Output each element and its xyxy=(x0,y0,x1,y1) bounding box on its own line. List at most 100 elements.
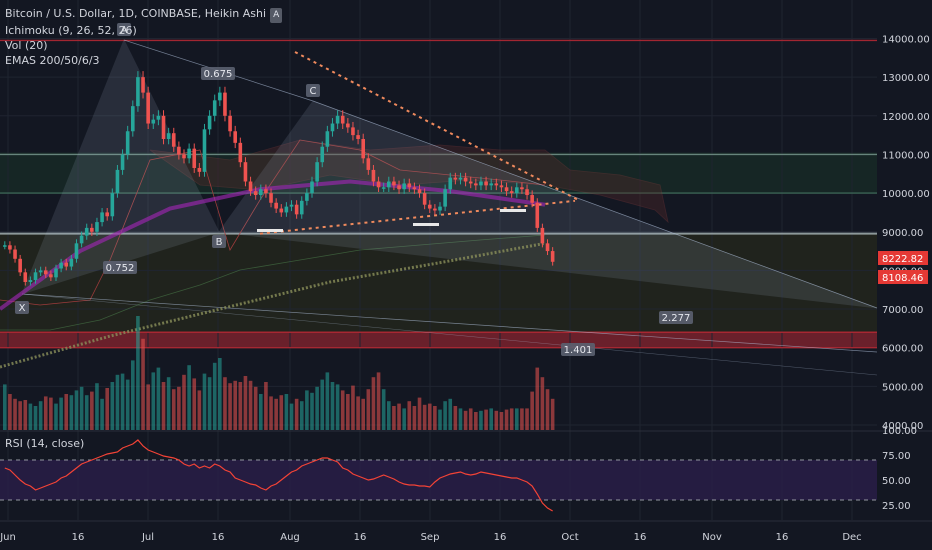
candle-body xyxy=(95,222,99,232)
price-tag-1: 8108.46 xyxy=(882,273,923,284)
volume-bar xyxy=(417,397,422,430)
candle-body xyxy=(310,181,314,194)
candle-body xyxy=(474,183,478,186)
volume-bar xyxy=(146,384,150,430)
zone-green xyxy=(0,152,877,194)
candle-body xyxy=(535,202,540,228)
candle-body xyxy=(141,77,145,93)
ratio-2277-label-text: 2.277 xyxy=(662,313,691,324)
marker-bar-2 xyxy=(500,209,526,212)
candle-body xyxy=(238,142,243,163)
legend-line-ichimoku[interactable]: Ichimoku (9, 26, 52, 26) xyxy=(5,24,137,37)
harmonic-xd2 xyxy=(21,293,878,376)
ratio-0675-label: 0.675 xyxy=(201,67,235,80)
volume-bar xyxy=(438,409,442,430)
rsi-title[interactable]: RSI (14, close) xyxy=(5,437,85,450)
volume-bar xyxy=(422,404,427,430)
candle-body xyxy=(540,227,545,244)
point-a-label: A xyxy=(117,23,131,36)
point-c-label-bg xyxy=(306,84,320,97)
trendline-upper xyxy=(294,51,581,202)
candle-body xyxy=(346,123,350,128)
volume-bar xyxy=(161,382,166,430)
volume-bar xyxy=(264,382,268,430)
volume-bar xyxy=(346,394,350,430)
price-axis-label: 11000.00 xyxy=(882,150,930,161)
ratio-1401-label: 1.401 xyxy=(561,343,595,356)
volume-bar xyxy=(156,367,161,430)
candle-body xyxy=(253,191,258,196)
candle-body xyxy=(18,258,22,273)
volume-bar xyxy=(320,379,325,430)
candle-body xyxy=(494,183,499,186)
price-axis-label: 9000.00 xyxy=(882,228,923,239)
legend-line-emas[interactable]: EMAS 200/50/6/3 xyxy=(5,54,100,67)
ratio-0752-label-bg xyxy=(103,261,137,274)
volume-bar xyxy=(74,390,79,430)
point-c-label-text: C xyxy=(310,86,317,97)
volume-bar xyxy=(356,396,360,430)
volume-bar xyxy=(340,390,345,430)
volume-bar xyxy=(279,395,284,430)
volume-bar xyxy=(371,377,376,430)
time-axis-label: 16 xyxy=(354,532,367,543)
volume-bar xyxy=(141,338,145,430)
candle-body xyxy=(545,243,550,252)
time-axis-label: Jul xyxy=(141,532,154,543)
candle-body xyxy=(69,258,74,267)
candle-body xyxy=(453,177,458,180)
volume-bar xyxy=(223,377,227,430)
rsi-band xyxy=(0,460,877,500)
candle-body xyxy=(279,208,284,213)
candle-body xyxy=(443,189,447,207)
volume-bar xyxy=(289,403,294,430)
ratio-1401-label-bg xyxy=(561,343,595,356)
volume-bar xyxy=(218,358,222,430)
ratio-2277-label-bg xyxy=(659,311,693,324)
candle-body xyxy=(325,131,330,147)
point-x-label-bg xyxy=(15,301,29,314)
volume-bar xyxy=(115,374,120,430)
candle-body xyxy=(525,189,529,196)
candle-body xyxy=(218,92,222,101)
time-axis-label: Nov xyxy=(702,532,722,543)
candle-body xyxy=(458,177,463,180)
volume-bar xyxy=(192,378,197,430)
volume-bar xyxy=(325,372,330,430)
price-axis-label: 12000.00 xyxy=(882,112,930,123)
volume-bar xyxy=(110,382,115,430)
volume-bar xyxy=(376,372,381,430)
candle-body xyxy=(305,193,309,201)
candle-body xyxy=(64,262,69,267)
volume-bar xyxy=(243,376,248,430)
volume-bar xyxy=(269,396,273,430)
chip-a[interactable]: A xyxy=(270,8,283,23)
candle-body xyxy=(136,77,140,107)
volume-bar xyxy=(366,389,371,430)
candle-body xyxy=(105,212,109,217)
legend-line-vol[interactable]: Vol (20) xyxy=(5,39,48,52)
volume-bar xyxy=(335,384,340,430)
candle-body xyxy=(340,115,345,124)
volume-bar xyxy=(397,403,401,430)
volume-bar xyxy=(248,380,253,430)
candle-body xyxy=(479,181,483,186)
zone-olive xyxy=(0,233,877,333)
candle-body xyxy=(351,127,355,136)
candle-body xyxy=(182,154,186,159)
price-axis-label: 7000.00 xyxy=(882,305,923,316)
candle-body xyxy=(90,227,94,232)
volume-bar xyxy=(458,408,463,430)
candle-body xyxy=(412,187,417,190)
candle-body xyxy=(120,154,125,170)
candle-body xyxy=(402,183,406,190)
candle-body xyxy=(468,181,473,184)
candle-body xyxy=(335,115,340,124)
volume-bar xyxy=(171,389,176,430)
candle-body xyxy=(397,185,401,190)
volume-bar xyxy=(90,391,94,430)
volume-bar xyxy=(530,391,534,430)
candle-body xyxy=(197,167,202,172)
